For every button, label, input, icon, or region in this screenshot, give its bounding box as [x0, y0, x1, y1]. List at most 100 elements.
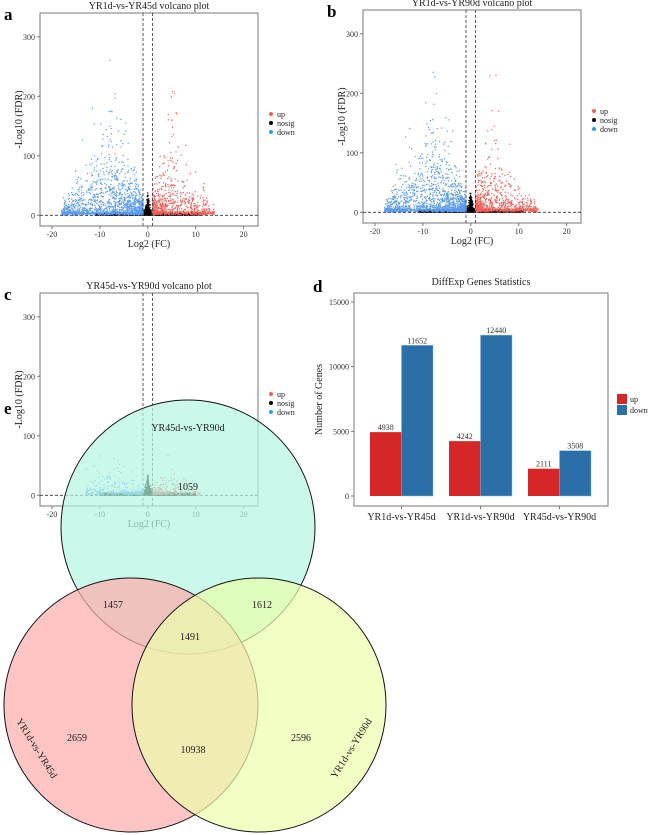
point-down [113, 200, 115, 203]
point-down [84, 208, 86, 210]
point-down [116, 192, 118, 194]
point-up [177, 180, 179, 182]
point-down [121, 194, 124, 196]
point-down [81, 199, 83, 201]
point-down [127, 142, 129, 144]
point-down [100, 163, 102, 165]
point-down [108, 171, 110, 174]
point-up [180, 203, 183, 206]
point-down [62, 197, 65, 199]
point-down [102, 171, 105, 173]
point-down [95, 160, 97, 162]
point-down [130, 192, 133, 195]
point-up [154, 190, 157, 192]
point-down [68, 194, 70, 197]
point-up [180, 193, 182, 195]
point-down [63, 205, 65, 208]
point-down [108, 193, 110, 196]
point-down [124, 173, 126, 175]
point-up [154, 183, 156, 185]
point-down [92, 212, 94, 214]
point-up [185, 205, 187, 208]
point-down [132, 212, 135, 214]
point-down [116, 205, 119, 207]
point-down [71, 212, 74, 214]
point-down [116, 179, 119, 181]
point-down [111, 188, 113, 191]
point-up [152, 201, 154, 203]
point-down [82, 191, 84, 194]
point-up [188, 212, 190, 214]
panel-label: a [4, 5, 13, 24]
point-up [158, 204, 160, 206]
point-up [154, 195, 156, 198]
point-down [129, 185, 131, 188]
point-up [167, 208, 170, 211]
point-down [134, 205, 136, 207]
point-up [183, 180, 185, 183]
point-up [170, 195, 172, 198]
point-up [184, 185, 186, 188]
point-down [84, 209, 87, 212]
point-up [171, 190, 173, 192]
point-down [71, 200, 74, 202]
point-down [71, 203, 73, 206]
point-down [80, 206, 82, 208]
point-down [121, 199, 124, 201]
point-up [157, 200, 159, 202]
point-down [98, 211, 100, 213]
point-up [196, 210, 199, 212]
point-down [77, 207, 79, 209]
point-up [162, 198, 164, 201]
point-down [132, 191, 134, 193]
point-down [115, 210, 117, 212]
point-down [114, 212, 116, 214]
point-down [90, 207, 92, 209]
point-up [170, 177, 172, 179]
x-tick-label: -10 [95, 230, 106, 239]
point-down [123, 210, 125, 212]
point-up [167, 119, 169, 121]
point-down [108, 144, 110, 146]
point-down [93, 167, 96, 169]
point-up [163, 174, 165, 177]
point-down [131, 198, 134, 200]
point-up [179, 195, 182, 198]
point-down [90, 186, 92, 188]
point-down [114, 153, 116, 155]
point-down [108, 110, 110, 112]
point-nosig [146, 212, 149, 214]
point-down [133, 169, 136, 171]
point-down [94, 200, 97, 203]
point-up [187, 200, 189, 203]
point-down [112, 210, 115, 212]
point-up [171, 126, 174, 128]
point-up [177, 204, 180, 207]
point-up [158, 207, 161, 209]
point-down [138, 209, 140, 211]
point-up [169, 198, 171, 200]
point-down [131, 202, 133, 204]
point-down [130, 208, 132, 210]
point-down [99, 192, 101, 194]
point-down [98, 173, 100, 175]
point-down [115, 157, 118, 159]
point-up [200, 195, 202, 197]
point-down [133, 173, 135, 176]
point-down [63, 199, 66, 201]
point-down [122, 201, 124, 204]
point-up [153, 213, 156, 215]
point-up [171, 208, 173, 211]
point-down [91, 205, 94, 207]
point-up [159, 166, 161, 168]
point-down [123, 164, 125, 167]
point-down [115, 143, 118, 146]
point-up [161, 212, 163, 214]
point-up [184, 198, 186, 200]
point-down [107, 200, 110, 202]
point-down [120, 194, 122, 196]
point-down [64, 201, 67, 203]
point-up [203, 208, 205, 210]
point-up [165, 203, 167, 205]
point-down [123, 133, 126, 135]
